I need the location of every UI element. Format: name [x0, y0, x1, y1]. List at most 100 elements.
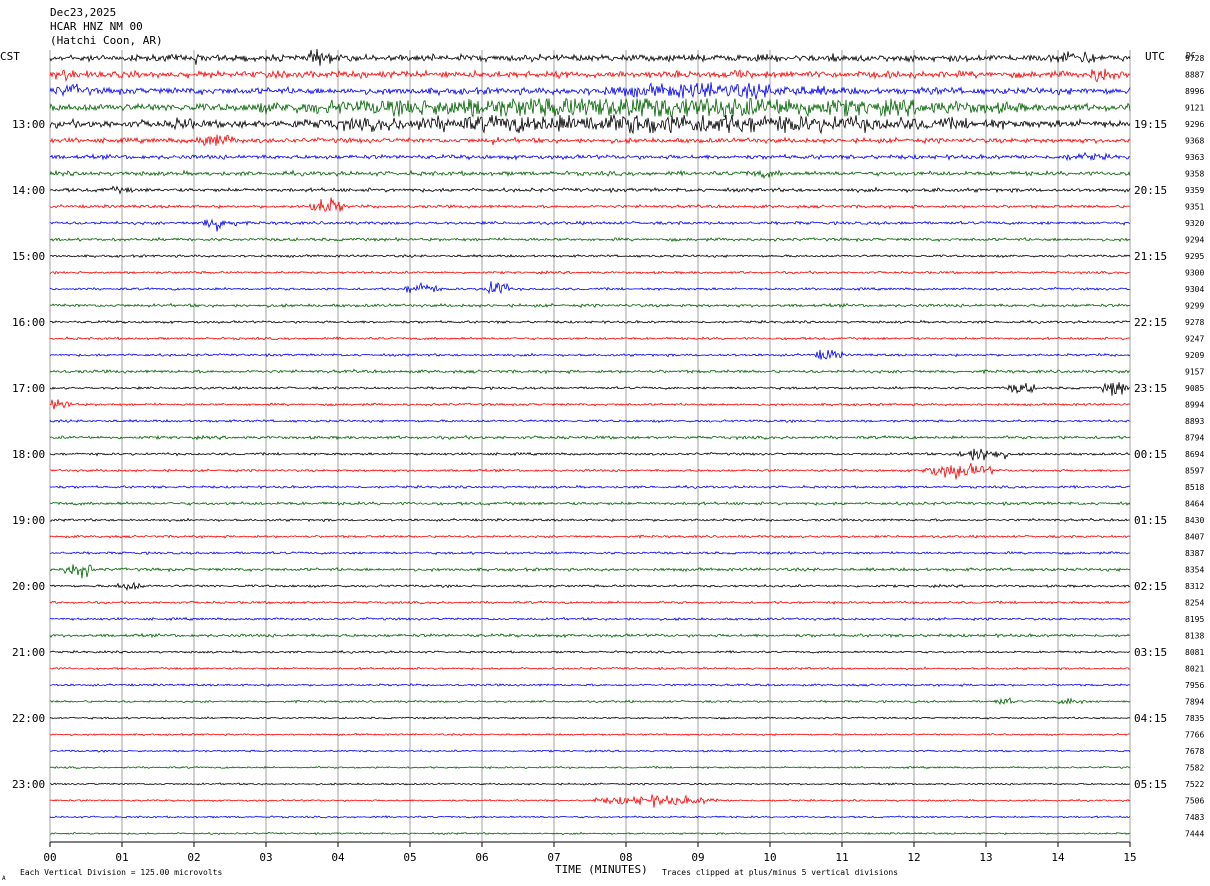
- trace-green: [49, 500, 1131, 507]
- dc-value: 8430: [1185, 516, 1204, 525]
- dc-value: 8387: [1185, 549, 1204, 558]
- dc-value: 8994: [1185, 401, 1204, 410]
- dc-value: 9368: [1185, 137, 1204, 146]
- dc-value: 7956: [1185, 681, 1204, 690]
- utc-hour-label: 19:15: [1134, 118, 1167, 131]
- x-axis-title: TIME (MINUTES): [555, 863, 648, 876]
- date-label: Dec23,2025: [50, 6, 116, 19]
- dc-value: 8021: [1185, 665, 1204, 674]
- clip-note: Traces clipped at plus/minus 5 vertical …: [662, 868, 898, 877]
- x-tick-label: 00: [43, 851, 56, 864]
- cst-hour-label: 23:00: [12, 778, 45, 791]
- dc-value: 9296: [1185, 120, 1204, 129]
- utc-hour-label: 05:15: [1134, 778, 1167, 791]
- dc-label: DC: [1186, 51, 1196, 60]
- trace-red: [49, 399, 1131, 410]
- trace-black: [49, 782, 1131, 786]
- trace-black: [49, 382, 1131, 396]
- cst-hour-label: 13:00: [12, 118, 45, 131]
- trace-blue: [49, 151, 1131, 162]
- dc-value: 7766: [1185, 731, 1204, 740]
- x-tick-label: 02: [187, 851, 200, 864]
- utc-hour-label: 03:15: [1134, 646, 1167, 659]
- dc-value: 9121: [1185, 104, 1204, 113]
- dc-value: 8694: [1185, 450, 1204, 459]
- dc-value: 8794: [1185, 434, 1204, 443]
- x-tick-label: 09: [691, 851, 704, 864]
- trace-green: [49, 302, 1131, 309]
- x-tick-label: 04: [331, 851, 345, 864]
- corner-mark: A: [2, 875, 6, 882]
- grid-lines: [49, 50, 1131, 842]
- trace-green: [49, 632, 1131, 639]
- dc-value: 8138: [1185, 632, 1204, 641]
- trace-red: [49, 134, 1131, 146]
- dc-value: 9300: [1185, 269, 1204, 278]
- seismic-traces: [49, 48, 1131, 836]
- dc-value: 9320: [1185, 219, 1204, 228]
- trace-blue: [49, 82, 1131, 100]
- dc-value: 9295: [1185, 252, 1204, 261]
- x-tick-label: 01: [115, 851, 128, 864]
- dc-value: 8195: [1185, 615, 1204, 624]
- dc-value: 7522: [1185, 780, 1204, 789]
- x-tick-label: 15: [1123, 851, 1136, 864]
- x-tick-label: 06: [475, 851, 488, 864]
- trace-red: [49, 732, 1131, 737]
- x-tick-label: 07: [547, 851, 560, 864]
- hour-labels: 13:00 14:00 15:00 16:00 17:00 18:00 19:00 20:00…: [12, 118, 1167, 791]
- trace-blue: [49, 281, 1130, 295]
- dc-value: 9351: [1185, 203, 1204, 212]
- trace-black: [49, 716, 1131, 720]
- utc-hour-label: 01:15: [1134, 514, 1167, 527]
- x-tick-label: 11: [835, 851, 848, 864]
- trace-green: [49, 169, 1131, 180]
- dc-value: 8597: [1185, 467, 1204, 476]
- dc-value: 8312: [1185, 582, 1204, 591]
- trace-black: [49, 253, 1131, 259]
- dc-value: 7894: [1185, 698, 1204, 707]
- trace-blue: [49, 550, 1130, 556]
- cst-hour-label: 19:00: [12, 514, 45, 527]
- dc-value: 9363: [1185, 153, 1204, 162]
- station-label: HCAR HNZ NM 00: [50, 20, 143, 33]
- trace-black: [49, 649, 1131, 654]
- trace-green: [49, 564, 1131, 579]
- dc-values: 9728 8887 8996 9121 9296 9368 9363 9358 9359 9351…: [1185, 54, 1204, 839]
- cst-hour-label: 17:00: [12, 382, 45, 395]
- trace-blue: [49, 616, 1131, 622]
- dc-value: 8081: [1185, 648, 1204, 657]
- dc-value: 9358: [1185, 170, 1204, 179]
- utc-hour-label: 04:15: [1134, 712, 1167, 725]
- cst-hour-label: 20:00: [12, 580, 45, 593]
- trace-black: [49, 581, 1131, 591]
- x-tick-label: 08: [619, 851, 632, 864]
- trace-blue: [49, 484, 1131, 490]
- dc-value: 9294: [1185, 236, 1204, 245]
- cst-hour-label: 18:00: [12, 448, 45, 461]
- trace-green: [49, 97, 1131, 118]
- x-tick-label: 12: [907, 851, 920, 864]
- dc-value: 9278: [1185, 318, 1204, 327]
- trace-green: [49, 434, 1131, 441]
- trace-blue: [49, 349, 1131, 360]
- cst-hour-label: 15:00: [12, 250, 45, 263]
- dc-value: 9728: [1185, 54, 1204, 63]
- trace-green: [49, 368, 1131, 375]
- trace-blue: [49, 218, 1131, 232]
- dc-value: 7678: [1185, 747, 1204, 756]
- dc-value: 8407: [1185, 533, 1204, 542]
- trace-black: [49, 319, 1131, 325]
- trace-black: [49, 517, 1130, 523]
- trace-red: [49, 68, 1131, 83]
- utc-hour-label: 02:15: [1134, 580, 1167, 593]
- cst-hour-label: 14:00: [12, 184, 45, 197]
- dc-value: 9209: [1185, 351, 1204, 360]
- trace-blue: [49, 683, 1131, 688]
- dc-value: 9247: [1185, 335, 1204, 344]
- trace-black: [49, 48, 1131, 66]
- trace-red: [49, 197, 1131, 212]
- trace-black: [49, 185, 1131, 195]
- utc-hour-label: 21:15: [1134, 250, 1167, 263]
- trace-red: [49, 336, 1131, 341]
